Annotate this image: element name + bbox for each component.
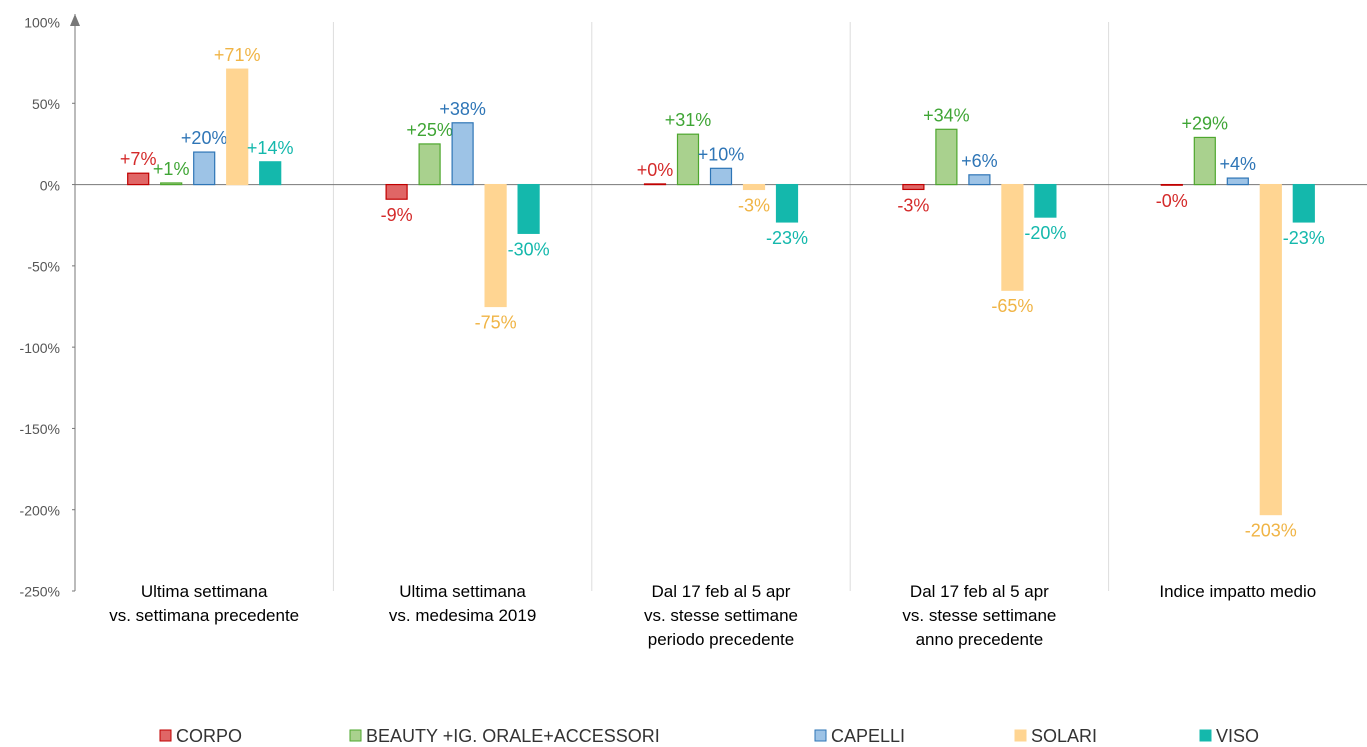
- bar: [709, 167, 733, 186]
- bar: [1226, 177, 1249, 186]
- value-label: +31%: [665, 110, 712, 130]
- bar: [226, 68, 249, 186]
- value-label: +0%: [637, 160, 674, 180]
- y-tick-label: -50%: [27, 259, 60, 275]
- value-label: -75%: [475, 313, 517, 333]
- value-label: +4%: [1220, 154, 1257, 174]
- value-label: -30%: [508, 239, 550, 259]
- bar: [418, 143, 441, 186]
- x-tick-label: Indice impatto medio: [1159, 582, 1317, 601]
- legend-swatch: [814, 729, 827, 742]
- value-label: -9%: [381, 205, 413, 225]
- legend-label: SOLARI: [1031, 726, 1097, 746]
- bar: [1292, 183, 1315, 223]
- y-tick-label: -100%: [20, 340, 60, 356]
- axis-arrow: [70, 14, 80, 26]
- y-tick-label: -250%: [20, 584, 60, 600]
- y-tick-label: 0%: [40, 177, 60, 193]
- value-label: +1%: [153, 159, 190, 179]
- bar: [517, 183, 540, 234]
- bar: [935, 128, 958, 186]
- x-tick-label: Dal 17 feb al 5 apr vs. stesse settimane…: [643, 582, 798, 649]
- value-label: -20%: [1024, 223, 1066, 243]
- value-label: -203%: [1245, 521, 1297, 541]
- bar: [1001, 183, 1024, 291]
- value-label: +38%: [439, 99, 486, 119]
- legend-swatch: [159, 729, 172, 742]
- bar: [742, 183, 766, 191]
- value-label: +34%: [923, 105, 970, 125]
- legend-label: VISO: [1216, 726, 1259, 746]
- x-tick-label: Dal 17 feb al 5 apr vs. stesse settimane…: [902, 582, 1057, 649]
- bar: [968, 174, 991, 186]
- legend-swatch: [349, 729, 362, 742]
- value-label: -23%: [1283, 228, 1325, 248]
- bar: [385, 183, 408, 200]
- bar: [193, 151, 216, 186]
- bar: [775, 183, 799, 223]
- bar: [1034, 183, 1057, 218]
- legend-swatch: [1199, 729, 1212, 742]
- x-tick-label: Ultima settimana vs. medesima 2019: [388, 582, 537, 625]
- value-label: +71%: [214, 45, 261, 65]
- bar: [676, 133, 700, 186]
- value-label: -23%: [766, 228, 808, 248]
- bar: [160, 182, 183, 186]
- y-tick-label: 50%: [32, 96, 60, 112]
- value-label: +7%: [120, 149, 157, 169]
- bar: [451, 122, 474, 186]
- bar: [1160, 183, 1183, 186]
- y-tick-label: 100%: [24, 15, 60, 31]
- value-label: -0%: [1156, 191, 1188, 211]
- value-label: -3%: [738, 195, 770, 215]
- value-label: +10%: [698, 144, 745, 164]
- value-label: +29%: [1182, 113, 1229, 133]
- value-label: -3%: [897, 195, 929, 215]
- bar: [1259, 183, 1282, 516]
- y-tick-label: -150%: [20, 421, 60, 437]
- bar: [1193, 136, 1216, 186]
- value-label: +25%: [406, 120, 453, 140]
- legend-label: CORPO: [176, 726, 242, 746]
- legend-label: BEAUTY +IG. ORALE+ACCESSORI: [366, 726, 660, 746]
- x-tick-label: Ultima settimana vs. settimana precedent…: [109, 582, 300, 625]
- bar: [902, 183, 925, 191]
- legend-swatch: [1014, 729, 1027, 742]
- value-label: +14%: [247, 138, 294, 158]
- value-label: +20%: [181, 128, 228, 148]
- value-label: +6%: [961, 151, 998, 171]
- y-tick-label: -200%: [20, 502, 60, 518]
- legend-label: CAPELLI: [831, 726, 905, 746]
- bar: [484, 183, 507, 308]
- bar: [259, 161, 282, 186]
- bar: [127, 172, 150, 186]
- bar: [643, 183, 667, 186]
- value-label: -65%: [991, 296, 1033, 316]
